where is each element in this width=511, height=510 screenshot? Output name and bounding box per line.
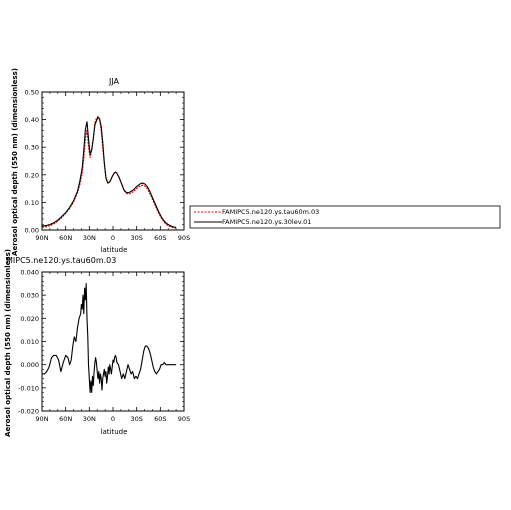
bottom-x-axis-label: latitude [101,428,128,436]
bottom-y-axis-label: Aerosol optical depth (550 nm) (dimensio… [4,249,12,437]
y-tick-label: 0.30 [25,144,39,152]
x-tick-label: 30N [83,415,96,423]
top-y-axis-label: Aerosol optical depth (550 nm) (dimensio… [11,68,19,256]
bottom-x-tick-labels: 90N 60N 30N 0 30S 60S 90S [35,415,190,423]
legend-box [189,205,501,229]
series-line-1 [41,115,177,229]
top-tick-marks [41,91,185,231]
y-tick-label: 0.010 [20,338,39,346]
legend-label-series-1: FAMIPC5.ne120.ys.tau60m.03 [222,208,319,216]
x-tick-label: 30N [83,234,96,242]
x-tick-label: 60S [154,234,166,242]
legend: FAMIPC5.ne120.ys.tau60m.03 FAMIPC5.ne120… [189,205,501,229]
x-tick-label: 90N [35,415,48,423]
bottom-plot-frame [41,271,185,412]
y-tick-label: 0.50 [25,89,39,97]
bottom-tick-marks [41,271,185,412]
series-line-2 [41,116,177,228]
y-tick-label: 0.20 [25,171,39,179]
x-tick-label: 90S [178,234,190,242]
y-tick-label: 0.00 [25,227,39,235]
top-y-tick-labels: 0.00 0.10 0.20 0.30 0.40 0.50 [25,89,39,235]
y-tick-label: 0.40 [25,116,39,124]
x-tick-label: 60N [59,415,72,423]
x-tick-label: 90S [178,415,190,423]
x-tick-label: 0 [111,415,115,423]
bottom-series [42,283,177,394]
x-tick-label: 60S [154,415,166,423]
y-tick-label: 0.10 [25,199,39,207]
y-tick-label: -0.010 [18,384,39,392]
x-tick-label: 90N [35,234,48,242]
series-line-1 [42,283,177,394]
top-x-axis-label: latitude [101,246,128,254]
top-panel-title: JJA [108,77,120,86]
top-panel: JJA Aerosol optical depth (550 nm) (dime… [11,68,190,256]
bottom-panel-title: MIPC5.ne120.ys.tau60m.03 [6,256,116,265]
x-tick-label: 0 [111,234,115,242]
bottom-panel: MIPC5.ne120.ys.tau60m.03 Aerosol optical… [4,249,190,437]
top-plot-frame [41,91,185,231]
legend-label-series-2: FAMIPC5.ne120.ys.30lev.01 [222,218,311,226]
y-tick-label: 0.000 [20,361,39,369]
top-x-tick-labels: 90N 60N 30N 0 30S 60S 90S [35,234,190,242]
y-tick-label: -0.020 [18,408,39,416]
x-tick-label: 60N [59,234,72,242]
x-tick-label: 30S [130,415,142,423]
y-tick-label: 0.020 [20,315,39,323]
bottom-y-tick-labels: -0.020 -0.010 0.000 0.010 0.020 0.030 0.040 [18,269,39,416]
y-tick-label: 0.040 [20,269,39,277]
x-tick-label: 30S [130,234,142,242]
y-tick-label: 0.030 [20,292,39,300]
top-series [41,115,177,229]
